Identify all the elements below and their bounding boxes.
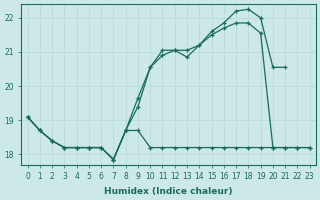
X-axis label: Humidex (Indice chaleur): Humidex (Indice chaleur) [104,187,233,196]
